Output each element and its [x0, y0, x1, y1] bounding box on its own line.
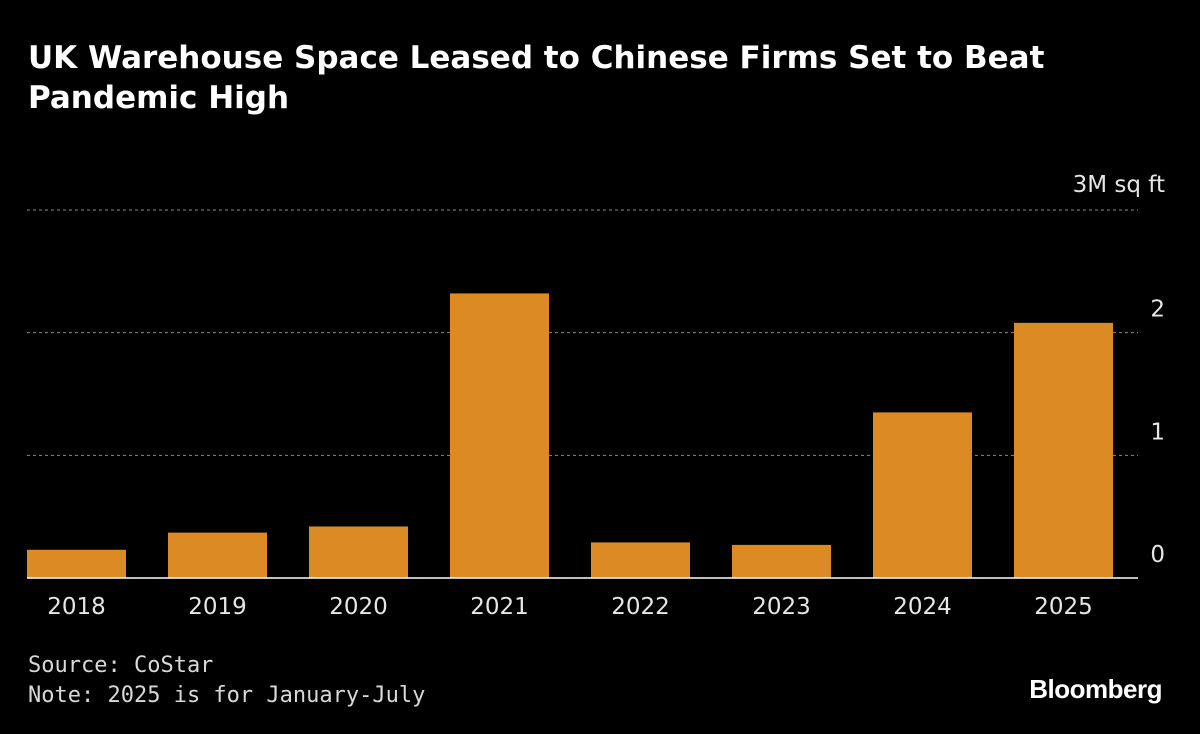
x-tick-label-2021: 2021 [470, 594, 529, 620]
x-tick-label-2018: 2018 [47, 594, 106, 620]
chart-title: UK Warehouse Space Leased to Chinese Fir… [28, 40, 1045, 116]
x-tick-label-2020: 2020 [329, 594, 388, 620]
bar-2024 [873, 412, 972, 578]
y-tick-label-0: 0 [1150, 542, 1165, 568]
x-tick-label-2023: 2023 [752, 594, 811, 620]
x-tick-label-2024: 2024 [893, 594, 952, 620]
bar-2019 [168, 532, 267, 578]
bar-2023 [732, 544, 831, 578]
x-tick-label-2019: 2019 [188, 594, 247, 620]
bar-2025 [1014, 322, 1113, 578]
x-tick-label-2025: 2025 [1034, 594, 1093, 620]
footer: Source: CoStar Note: 2025 is for January… [28, 651, 425, 711]
y-tick-label-2: 2 [1150, 297, 1165, 323]
bar-2021 [450, 293, 549, 578]
bloomberg-logo: Bloomberg [1029, 674, 1162, 704]
y-tick-label-1: 1 [1150, 419, 1165, 445]
y-axis-unit-label: 3M sq ft [1073, 172, 1165, 198]
bar-2018 [27, 549, 126, 578]
footnote: Note: 2025 is for January-July [28, 683, 426, 708]
x-tick-label-2022: 2022 [611, 594, 670, 620]
bars [27, 293, 1113, 578]
y-axis-labels: 0 1 2 [1150, 297, 1165, 568]
x-axis-labels: 2018 2019 2020 2021 2022 2023 2024 2025 [47, 594, 1093, 620]
bar-2020 [309, 526, 408, 578]
bar-2022 [591, 542, 690, 578]
source-note: Source: CoStar [28, 653, 214, 678]
